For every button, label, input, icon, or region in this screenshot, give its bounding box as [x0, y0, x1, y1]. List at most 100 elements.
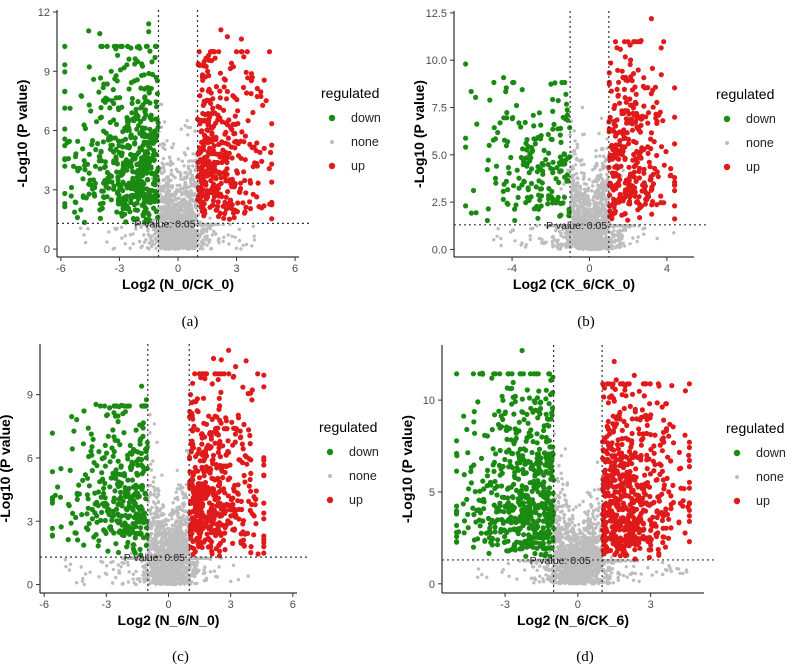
- point-up: [627, 187, 633, 193]
- point-up: [635, 125, 641, 132]
- point-none: [201, 247, 205, 251]
- point-none: [492, 238, 496, 242]
- point-none: [165, 195, 169, 199]
- point-none: [169, 159, 173, 163]
- point-none: [214, 232, 218, 236]
- point-none: [161, 229, 165, 233]
- point-up: [626, 111, 632, 117]
- point-none: [185, 244, 190, 248]
- point-down: [561, 151, 567, 157]
- point-down: [113, 95, 119, 101]
- point-none: [556, 243, 561, 247]
- point-none: [173, 210, 177, 214]
- point-none: [576, 209, 580, 213]
- point-up: [242, 177, 248, 184]
- point-none: [191, 197, 195, 202]
- point-none: [128, 246, 132, 250]
- point-none: [593, 207, 597, 211]
- point-down: [139, 61, 145, 67]
- point-none: [105, 240, 109, 244]
- point-none: [226, 233, 230, 237]
- point-none: [605, 172, 609, 177]
- point-up: [627, 96, 633, 102]
- point-none: [573, 220, 577, 225]
- point-none: [599, 192, 603, 196]
- point-up: [624, 192, 630, 198]
- point-none: [160, 207, 165, 211]
- point-none: [571, 237, 576, 242]
- point-none: [162, 120, 167, 124]
- point-none: [537, 236, 541, 241]
- point-none: [179, 172, 183, 177]
- point-up: [252, 160, 258, 166]
- point-up: [221, 84, 227, 90]
- point-down: [111, 149, 117, 155]
- point-down: [139, 202, 145, 208]
- point-down: [119, 213, 125, 219]
- point-up: [632, 189, 638, 195]
- point-none: [574, 183, 579, 187]
- point-none: [592, 210, 596, 215]
- point-none: [635, 239, 639, 244]
- point-up: [672, 216, 678, 222]
- point-none: [189, 205, 193, 210]
- point-down: [97, 30, 103, 37]
- point-up: [198, 184, 204, 190]
- point-up: [197, 93, 203, 99]
- point-none: [575, 214, 579, 218]
- point-none: [186, 146, 190, 151]
- point-down: [139, 164, 145, 170]
- x-axis-title: Log2 (CK_6/CK_0): [513, 276, 635, 292]
- point-none: [601, 189, 605, 194]
- point-up: [625, 217, 631, 223]
- point-up: [629, 183, 636, 189]
- point-down: [95, 141, 101, 147]
- point-none: [151, 227, 156, 232]
- point-none: [202, 227, 207, 231]
- point-down: [150, 152, 156, 158]
- point-up: [259, 158, 265, 164]
- point-none: [586, 203, 590, 208]
- point-up: [269, 161, 275, 167]
- point-down: [116, 182, 122, 188]
- point-down: [463, 144, 469, 150]
- point-none: [628, 242, 632, 246]
- point-none: [171, 224, 175, 228]
- point-none: [566, 244, 570, 248]
- point-up: [235, 200, 241, 206]
- point-none: [167, 183, 171, 187]
- point-none: [107, 230, 111, 234]
- point-up: [633, 178, 639, 184]
- point-none: [186, 240, 190, 244]
- point-none: [179, 127, 183, 131]
- point-down: [154, 91, 160, 97]
- point-down: [145, 210, 151, 216]
- point-down: [141, 115, 147, 121]
- point-up: [238, 155, 244, 161]
- point-down: [80, 176, 86, 182]
- point-up: [633, 140, 639, 146]
- point-none: [164, 214, 168, 219]
- point-up: [613, 173, 619, 179]
- point-down: [530, 148, 536, 154]
- point-up: [247, 178, 253, 184]
- point-down: [99, 188, 105, 194]
- point-none: [208, 227, 213, 231]
- point-down: [144, 85, 150, 91]
- point-none: [580, 171, 584, 175]
- point-none: [83, 240, 88, 245]
- point-down: [536, 192, 542, 198]
- point-none: [131, 242, 135, 246]
- x-tick-label: 0: [175, 263, 181, 275]
- point-none: [154, 246, 158, 251]
- point-up: [215, 203, 221, 209]
- point-down: [128, 132, 134, 138]
- point-none: [596, 188, 600, 192]
- point-down: [115, 177, 121, 183]
- point-none: [167, 225, 172, 229]
- point-none: [169, 172, 174, 176]
- point-up: [641, 103, 647, 109]
- point-down: [541, 147, 547, 153]
- point-none: [123, 242, 127, 246]
- point-up: [211, 162, 217, 168]
